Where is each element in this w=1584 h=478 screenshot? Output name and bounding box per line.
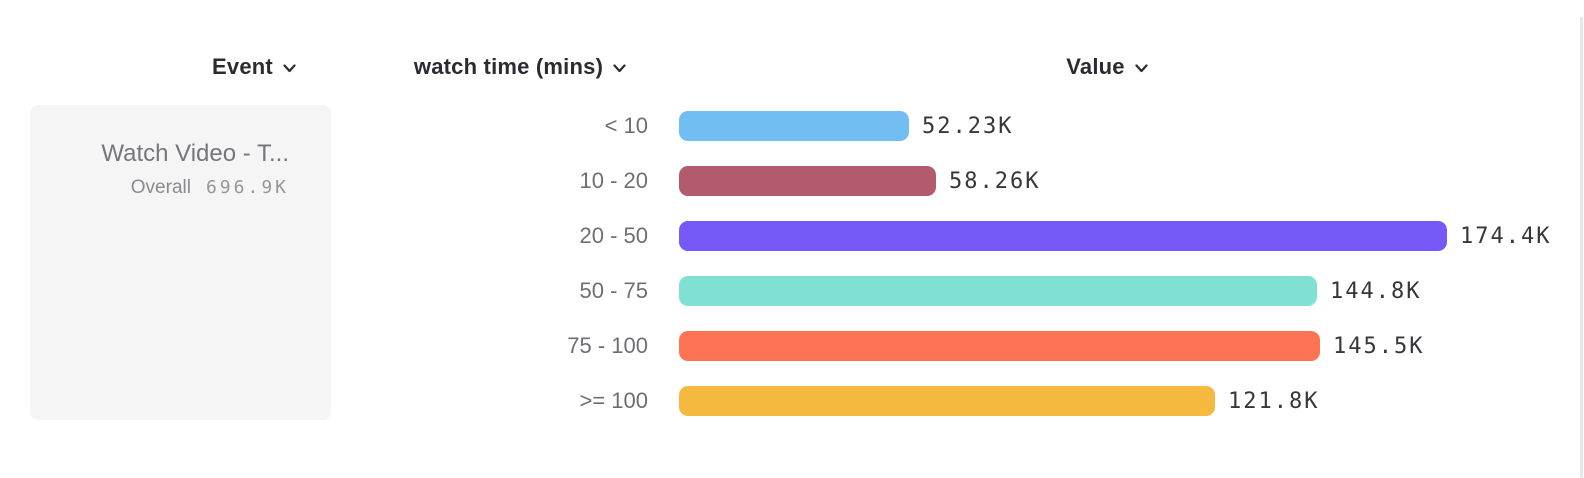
- value-label: 121.8K: [1228, 389, 1320, 414]
- column-header-event-label: Event: [212, 54, 273, 79]
- event-overall-row: Overall 696.9K: [50, 177, 289, 199]
- category-label: 10 - 20: [579, 168, 649, 193]
- chevron-down-icon: [1135, 64, 1148, 73]
- column-header-breakdown[interactable]: watch time (mins): [390, 52, 650, 82]
- value-bar[interactable]: [679, 166, 936, 196]
- value-label: 52.23K: [922, 114, 1014, 139]
- column-header-value-label: Value: [1066, 54, 1125, 79]
- chevron-down-icon: [613, 64, 626, 73]
- category-label: 75 - 100: [567, 333, 648, 358]
- value-label: 144.8K: [1330, 279, 1422, 304]
- value-label: 174.4K: [1460, 224, 1552, 249]
- chevron-down-icon: [283, 64, 296, 73]
- overall-value: 696.9K: [205, 177, 289, 198]
- vertical-divider: [1580, 17, 1583, 478]
- value-bar[interactable]: [679, 111, 909, 141]
- category-label: >= 100: [579, 388, 648, 413]
- event-card[interactable]: Watch Video - T... Overall 696.9K: [30, 105, 331, 420]
- category-label: < 10: [604, 113, 648, 138]
- value-label: 58.26K: [949, 169, 1041, 194]
- value-bar[interactable]: [679, 331, 1320, 361]
- category-label: 50 - 75: [579, 278, 649, 303]
- column-header-event[interactable]: Event: [179, 52, 329, 82]
- category-label: 20 - 50: [579, 223, 649, 248]
- overall-label: Overall: [130, 177, 191, 198]
- value-bar[interactable]: [679, 276, 1317, 306]
- column-header-breakdown-label: watch time (mins): [413, 54, 604, 79]
- event-name: Watch Video - T...: [101, 140, 289, 167]
- value-bar[interactable]: [679, 386, 1215, 416]
- value-bar[interactable]: [679, 221, 1447, 251]
- value-label: 145.5K: [1333, 334, 1425, 359]
- column-header-value[interactable]: Value: [1032, 52, 1182, 82]
